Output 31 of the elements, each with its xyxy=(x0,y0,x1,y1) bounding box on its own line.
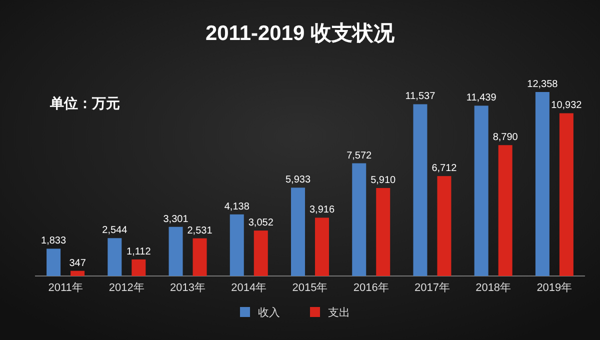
legend-label: 支出 xyxy=(328,306,350,319)
x-tick-label: 2015年 xyxy=(292,282,328,294)
data-label: 7,572 xyxy=(346,150,372,162)
data-label: 12,358 xyxy=(527,79,558,90)
x-tick-label: 2016年 xyxy=(353,282,389,294)
data-label: 10,932 xyxy=(551,100,582,112)
data-label: 5,910 xyxy=(370,175,396,186)
data-label: 11,439 xyxy=(466,92,497,104)
x-tick-label: 2019年 xyxy=(536,282,572,294)
x-tick-label: 2018年 xyxy=(476,282,512,294)
chart-title: 2011-2019 收支状况 xyxy=(205,22,396,45)
data-label: 6,712 xyxy=(432,163,458,174)
x-tick-label: 2017年 xyxy=(414,282,450,294)
data-label: 3,301 xyxy=(163,214,189,225)
data-label: 347 xyxy=(69,258,86,269)
data-label: 5,933 xyxy=(285,174,311,186)
data-label: 1,112 xyxy=(126,246,152,258)
annotation: 单位：万元 xyxy=(49,95,120,111)
data-label: 8,790 xyxy=(492,132,518,144)
x-tick-label: 2011年 xyxy=(48,282,83,294)
x-tick-label: 2014年 xyxy=(231,282,267,294)
data-label: 3,052 xyxy=(248,218,274,229)
data-label: 2,544 xyxy=(102,225,128,236)
data-label: 2,531 xyxy=(187,225,213,236)
x-tick-label: 2012年 xyxy=(108,282,144,294)
legend-label: 收入 xyxy=(258,306,280,319)
data-label: 4,138 xyxy=(224,201,250,212)
data-label: 1,833 xyxy=(41,236,67,247)
data-label: 3,916 xyxy=(309,204,335,216)
data-label: 11,537 xyxy=(405,91,436,102)
x-tick-label: 2013年 xyxy=(170,282,206,294)
